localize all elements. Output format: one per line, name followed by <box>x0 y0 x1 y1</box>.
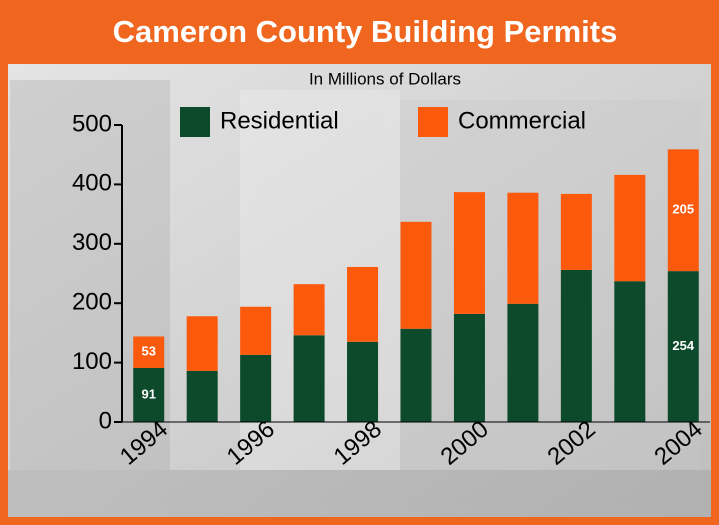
bar-segment <box>294 335 325 422</box>
bar-segment <box>561 270 592 422</box>
y-tick-label: 500 <box>72 110 112 137</box>
legend-swatch <box>180 107 210 137</box>
y-tick-label: 300 <box>72 229 112 256</box>
y-tick-label: 200 <box>72 289 112 316</box>
bar-segment <box>240 307 271 355</box>
legend-label: Residential <box>220 107 339 134</box>
y-tick-label: 400 <box>72 170 112 197</box>
y-tick-label: 0 <box>99 407 112 434</box>
bar-segment <box>561 194 592 270</box>
bar-segment <box>401 329 432 422</box>
bar-segment <box>401 222 432 329</box>
bar-segment <box>507 304 538 422</box>
bar-segment <box>294 284 325 335</box>
bar-segment <box>187 316 218 371</box>
value-label: 91 <box>141 386 155 401</box>
value-label: 205 <box>672 202 694 217</box>
bar-segment <box>614 175 645 281</box>
chart-subtitle: In Millions of Dollars <box>309 69 461 88</box>
value-label: 53 <box>141 344 155 359</box>
bar-segment <box>507 193 538 304</box>
bar-segment <box>454 314 485 422</box>
legend-swatch <box>418 107 448 137</box>
bar-segment <box>240 355 271 422</box>
value-label: 254 <box>672 338 694 353</box>
chart: Cameron County Building Permits In Milli… <box>0 0 719 525</box>
chart-title: Cameron County Building Permits <box>113 14 618 49</box>
y-tick-label: 100 <box>72 348 112 375</box>
bar-segment <box>454 192 485 314</box>
legend-label: Commercial <box>458 107 586 134</box>
bar-segment <box>347 267 378 342</box>
bar-segment <box>614 281 645 422</box>
bar-segment <box>347 342 378 422</box>
bar-segment <box>187 371 218 422</box>
